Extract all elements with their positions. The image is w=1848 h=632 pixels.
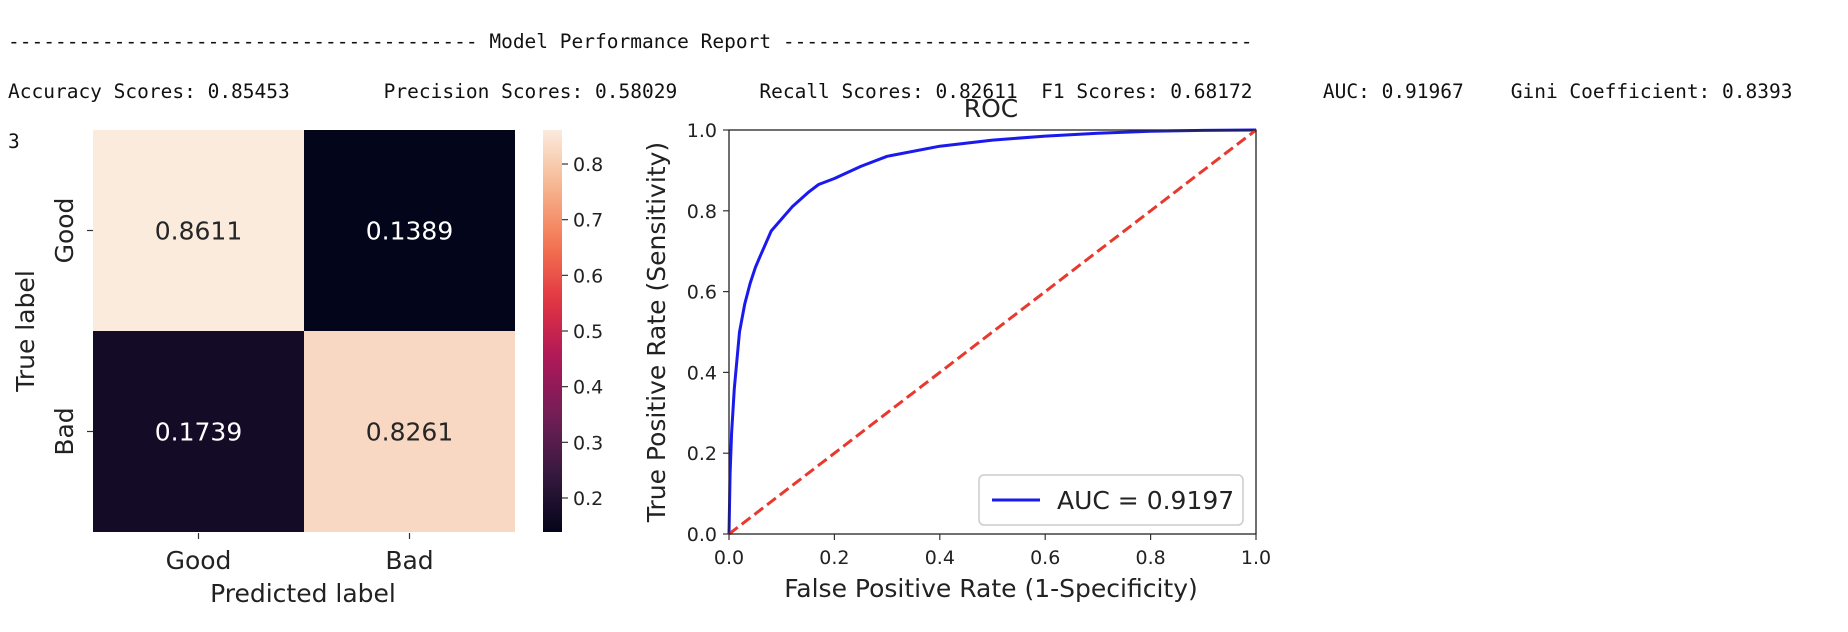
roc-plot-frame [728,129,1257,535]
heatmap-x-axis-label: Predicted label [210,579,396,608]
heatmap-cell-value: 0.8611 [155,217,242,246]
colorbar-tick-label: 0.5 [573,321,603,343]
roc-chance-line [728,128,1257,536]
roc-y-tick-label: 1.0 [687,120,717,142]
roc-y-tick-label: 0.4 [687,362,717,384]
roc-y-axis-label: True Positive Rate (Sensitivity) [642,142,671,523]
roc-chart: 0.0 0.2 0.4 0.6 0.8 1.0 0.0 0.2 0.4 0.6 0.8 1.0 [687,120,1271,569]
roc-x-tick-label: 1.0 [1241,547,1271,569]
roc-x-tick-label: 0.0 [714,547,744,569]
heatmap-cell-value: 0.1389 [366,217,453,246]
heatmap-cell-value: 0.1739 [155,418,242,447]
report-wrap-line: 3 [8,130,20,153]
heatmap-colorbar: 0.8 0.7 0.6 0.5 0.4 0.3 0.2 [543,130,603,532]
heatmap-y-tick-label: Good [50,198,79,264]
performance-report: ----------------------------------------… [8,4,1792,179]
heatmap-cell-value: 0.8261 [366,418,453,447]
colorbar-tick-label: 0.3 [573,432,603,454]
roc-y-tick-label: 0.2 [687,443,717,465]
colorbar-gradient [543,130,562,532]
roc-y-tick-label: 0.8 [687,201,717,223]
colorbar-tick-label: 0.8 [573,154,603,176]
roc-y-tick-label: 0.0 [687,524,717,546]
colorbar-tick-label: 0.6 [573,265,603,287]
roc-x-tick-label: 0.8 [1135,547,1165,569]
roc-legend-label: AUC = 0.9197 [1057,486,1234,515]
roc-legend: AUC = 0.9197 [978,474,1244,526]
heatmap-cell [93,331,304,532]
heatmap-y-axis-label: True label [11,270,40,393]
heatmap-cell [93,130,304,331]
heatmap-cell [304,331,515,532]
roc-x-tick-label: 0.6 [1030,547,1060,569]
colorbar-tick-label: 0.4 [573,377,603,399]
report-header: ----------------------------------------… [8,30,1253,53]
roc-x-axis-label: False Positive Rate (1-Specificity) [784,574,1198,603]
heatmap-x-tick-label: Bad [385,546,433,575]
confusion-matrix-heatmap: 0.8611 0.1389 0.1739 0.8261 Good Bad Good Bad [50,130,515,575]
roc-legend-box [978,474,1244,526]
roc-x-tick-label: 0.2 [819,547,849,569]
roc-y-tick-label: 0.6 [687,282,717,304]
colorbar-tick-label: 0.7 [573,210,603,232]
heatmap-y-tick-label: Bad [50,407,79,455]
colorbar-tick-label: 0.2 [573,488,603,510]
heatmap-x-tick-label: Good [166,546,232,575]
roc-curve [727,128,1257,535]
roc-x-tick-label: 0.4 [925,547,955,569]
heatmap-cell [304,130,515,331]
roc-title: ROC [964,94,1019,123]
report-metrics-line: Accuracy Scores: 0.85453 Precision Score… [8,80,1793,103]
